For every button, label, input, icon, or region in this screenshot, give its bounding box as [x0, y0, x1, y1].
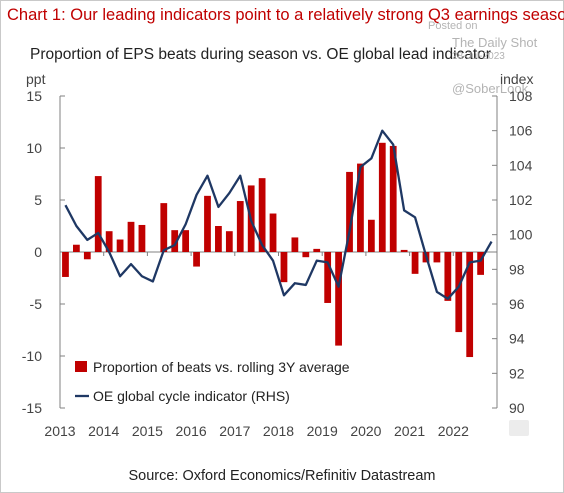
watermark-handle: @SoberLook: [452, 81, 529, 96]
right-tick-label: 94: [509, 331, 525, 347]
left-tick-label: -15: [22, 400, 42, 416]
right-tick-label: 108: [509, 88, 533, 104]
bar: [389, 145, 397, 252]
bar: [269, 213, 277, 252]
bar: [280, 252, 288, 283]
bar: [105, 231, 113, 252]
bar: [411, 252, 419, 274]
bar: [236, 201, 244, 252]
x-tick-label: 2014: [88, 423, 119, 439]
bar: [116, 239, 124, 252]
x-tick-label: 2018: [263, 423, 294, 439]
right-tick-label: 104: [509, 157, 533, 173]
bar: [62, 252, 69, 277]
bar: [160, 203, 168, 252]
right-tick-label: 102: [509, 192, 533, 208]
chart-title: Chart 1: Our leading indicators point to…: [7, 6, 564, 24]
line-series: [64, 129, 493, 300]
bar: [83, 252, 91, 260]
bar: [367, 219, 375, 252]
bar: [357, 163, 364, 252]
bar: [94, 176, 102, 252]
tick-labels: 15 10 5 0 -5 -10 -15 108 106 104 102 100 98 96 94 92 90 p…: [22, 71, 534, 439]
bar: [291, 237, 299, 252]
x-tick-label: 2017: [219, 423, 250, 439]
bar: [400, 249, 408, 252]
left-tick-label: -5: [30, 296, 43, 312]
cycle-indicator-line: [64, 129, 493, 300]
chart-axes: [59, 95, 498, 409]
left-tick-label: 0: [34, 244, 42, 260]
left-tick-label: 15: [26, 88, 42, 104]
right-tick-label: 100: [509, 227, 533, 243]
bar: [171, 230, 179, 252]
legend: Proportion of beats vs. rolling 3Y avera…: [75, 359, 350, 404]
bar: [378, 142, 386, 252]
left-tick-label: 5: [34, 192, 42, 208]
bar: [335, 252, 342, 346]
watermark-site: The Daily Shot: [452, 35, 538, 50]
x-tick-label: 2013: [44, 423, 75, 439]
bar: [466, 252, 474, 358]
legend-bar-swatch: [75, 361, 87, 372]
bar: [73, 244, 80, 252]
bar: [193, 252, 200, 267]
bar: [324, 252, 332, 303]
bar: [215, 226, 222, 252]
right-tick-label: 96: [509, 296, 525, 312]
bar: [444, 252, 452, 301]
bar: [258, 178, 266, 252]
right-tick-label: 106: [509, 123, 533, 139]
bar: [225, 231, 233, 252]
right-tick-label: 90: [509, 400, 525, 416]
source-note: Source: Oxford Economics/Refinitiv Datas…: [128, 468, 436, 484]
watermark-logo-icon: [509, 420, 529, 436]
bar: [477, 252, 484, 275]
watermark-posted: Posted on: [428, 20, 478, 32]
x-tick-label: 2016: [176, 423, 207, 439]
watermark-date: 28-Jul-2023: [452, 51, 505, 62]
bar: [204, 195, 211, 252]
bar: [182, 230, 190, 252]
x-tick-label: 2021: [394, 423, 425, 439]
x-tick-label: 2019: [307, 423, 338, 439]
x-tick-label: 2020: [350, 423, 381, 439]
bar: [127, 221, 135, 252]
bar: [138, 224, 146, 252]
left-tick-label: -10: [22, 348, 42, 364]
left-axis-label: ppt: [26, 71, 46, 87]
bar-series: [62, 142, 484, 358]
bar: [346, 171, 353, 252]
right-tick-label: 98: [509, 261, 525, 277]
left-tick-label: 10: [26, 140, 42, 156]
legend-bar-label: Proportion of beats vs. rolling 3Y avera…: [93, 359, 350, 375]
x-tick-label: 2015: [132, 423, 163, 439]
right-axis-label: index: [500, 71, 533, 87]
bar: [313, 248, 321, 252]
chart-subtitle: Proportion of EPS beats during season vs…: [30, 46, 491, 63]
legend-line-label: OE global cycle indicator (RHS): [93, 388, 290, 404]
bar: [302, 252, 310, 258]
bar: [455, 252, 463, 333]
x-tick-label: 2022: [438, 423, 469, 439]
bar: [433, 252, 441, 263]
right-tick-label: 92: [509, 365, 525, 381]
